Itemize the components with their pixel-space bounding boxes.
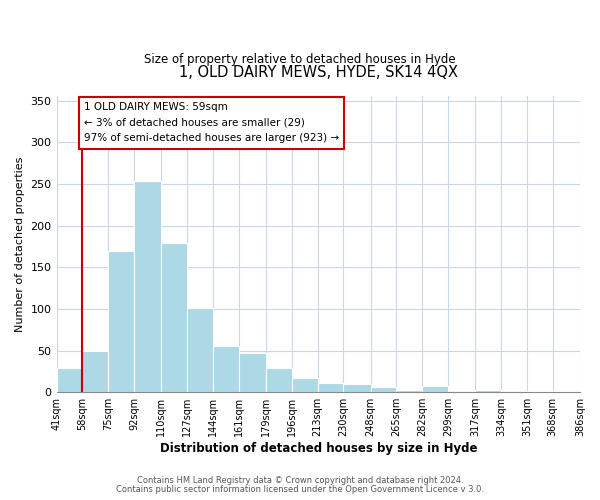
Bar	[317, 383, 343, 392]
Text: 1 OLD DAIRY MEWS: 59sqm
← 3% of detached houses are smaller (29)
97% of semi-det: 1 OLD DAIRY MEWS: 59sqm ← 3% of detached…	[84, 102, 339, 144]
Title: 1, OLD DAIRY MEWS, HYDE, SK14 4QX: 1, OLD DAIRY MEWS, HYDE, SK14 4QX	[179, 65, 458, 80]
Bar	[266, 368, 292, 392]
Y-axis label: Number of detached properties: Number of detached properties	[15, 156, 25, 332]
Bar	[343, 384, 371, 392]
Text: Contains HM Land Registry data © Crown copyright and database right 2024.: Contains HM Land Registry data © Crown c…	[137, 476, 463, 485]
Text: Size of property relative to detached houses in Hyde: Size of property relative to detached ho…	[144, 52, 456, 66]
Bar	[371, 387, 397, 392]
Bar	[82, 350, 108, 392]
Bar	[161, 243, 187, 392]
Bar	[108, 250, 134, 392]
Bar	[527, 390, 553, 392]
Bar	[134, 182, 161, 392]
Bar	[422, 386, 448, 392]
Bar	[397, 390, 422, 392]
Bar	[187, 308, 213, 392]
Bar	[239, 353, 266, 392]
X-axis label: Distribution of detached houses by size in Hyde: Distribution of detached houses by size …	[160, 442, 477, 455]
Bar	[292, 378, 317, 392]
Bar	[213, 346, 239, 392]
Bar	[475, 390, 501, 392]
Bar	[56, 368, 82, 392]
Text: Contains public sector information licensed under the Open Government Licence v : Contains public sector information licen…	[116, 485, 484, 494]
